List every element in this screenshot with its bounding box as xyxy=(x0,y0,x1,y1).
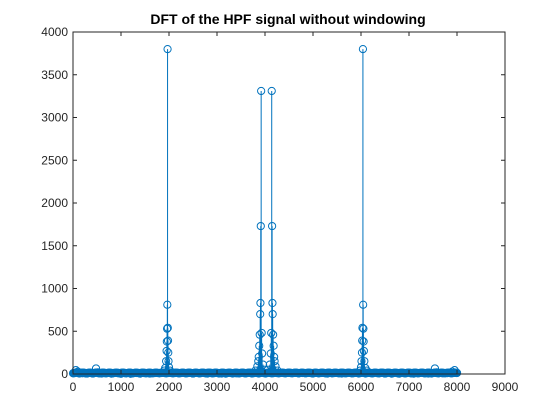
x-tick-label: 8000 xyxy=(444,380,471,394)
y-tick-label: 0 xyxy=(61,367,68,381)
plot-area xyxy=(73,32,505,374)
stem-marker xyxy=(269,330,278,339)
stem-marker xyxy=(164,357,173,366)
stem-marker xyxy=(163,336,173,345)
x-tick-label: 5000 xyxy=(300,380,327,394)
x-tick-label: 0 xyxy=(70,380,77,394)
y-tick-label: 2000 xyxy=(41,196,68,210)
y-tick-label: 1000 xyxy=(41,282,68,296)
stem-marker xyxy=(269,341,278,350)
stem-marker xyxy=(358,45,368,54)
stem-marker xyxy=(359,337,368,346)
stem-marker xyxy=(268,298,277,308)
stem-marker xyxy=(359,346,368,356)
stem-marker xyxy=(268,221,277,231)
stem-marker xyxy=(257,328,266,338)
baseline-band xyxy=(68,368,462,378)
y-tick-label: 3500 xyxy=(41,68,68,82)
y-tick-label: 4000 xyxy=(41,25,68,39)
stem-marker xyxy=(270,352,279,361)
stem-marker xyxy=(452,368,462,377)
stem-marker xyxy=(359,324,368,333)
y-tick-label: 500 xyxy=(48,324,68,338)
x-tick-label: 1000 xyxy=(108,380,135,394)
x-tick-label: 3000 xyxy=(204,380,231,394)
stem-marker xyxy=(164,348,173,357)
stem-marker xyxy=(268,310,277,319)
stem-marker xyxy=(359,300,368,309)
stem-marker xyxy=(163,323,172,332)
chart-title: DFT of the HPF signal without windowing xyxy=(150,11,425,27)
x-tick-label: 6000 xyxy=(348,380,375,394)
stems-layer xyxy=(68,45,462,378)
stem-marker xyxy=(267,86,276,96)
y-tick-label: 3000 xyxy=(41,111,68,125)
x-tick-label: 9000 xyxy=(492,380,519,394)
stem-marker xyxy=(163,45,172,54)
stem-marker xyxy=(270,357,279,366)
x-tick-label: 4000 xyxy=(252,380,279,394)
x-tick-label: 7000 xyxy=(396,380,423,394)
y-tick-label: 2500 xyxy=(41,153,68,167)
x-tick-label: 2000 xyxy=(156,380,183,394)
stem-marker xyxy=(258,349,267,358)
y-tick-label: 1500 xyxy=(41,239,68,253)
stem-marker xyxy=(257,86,266,96)
axes-layer: 0 1000 2000 3000 4000 5000 6000 7000 8000 9000 0 50… xyxy=(41,25,518,394)
